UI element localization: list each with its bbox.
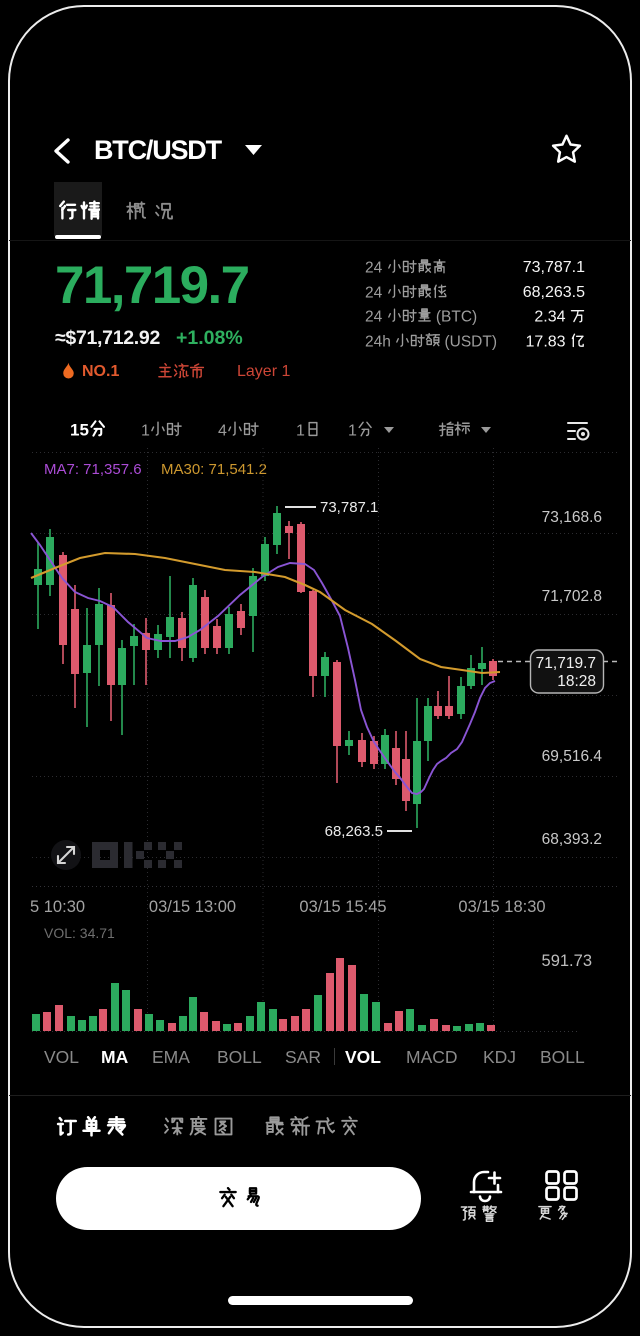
svg-text:68,263.5: 68,263.5 — [325, 823, 383, 840]
svg-text:18:28: 18:28 — [557, 673, 596, 690]
svg-text:71,719.7: 71,719.7 — [536, 655, 596, 672]
svg-text:73,787.1: 73,787.1 — [320, 499, 378, 516]
